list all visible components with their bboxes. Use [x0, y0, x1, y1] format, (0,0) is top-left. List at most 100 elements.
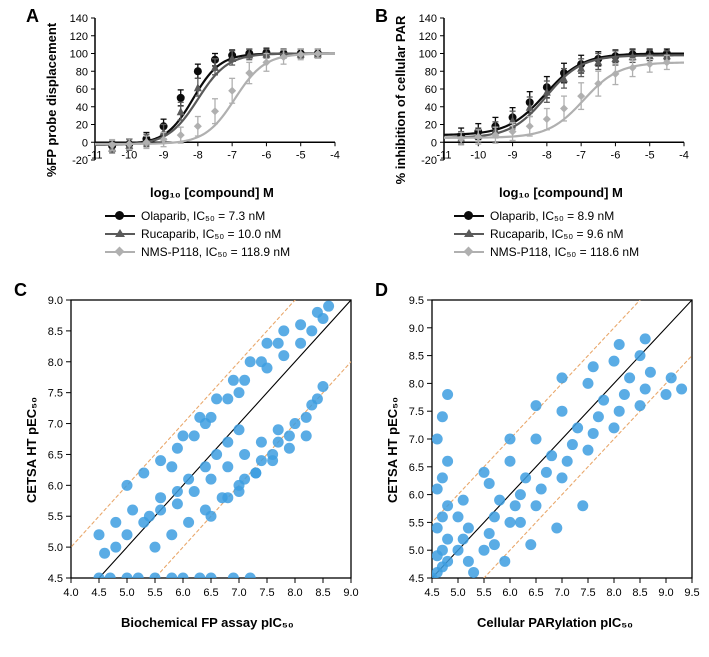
legend-text: Olaparib, IC₅₀ = 8.9 nM	[490, 207, 614, 225]
svg-text:6.5: 6.5	[203, 587, 218, 599]
panel-b-chart: -20 0 20 40 60 80 100 120 140 -11 -10 -9 -8 -7 -6 -5 -4	[389, 10, 694, 190]
svg-text:8.0: 8.0	[287, 587, 302, 599]
svg-text:4.5: 4.5	[91, 587, 106, 599]
legend-marker	[105, 229, 135, 239]
panel-c-chart: 4.04.55.05.56.06.57.07.58.08.59.04.55.05…	[26, 290, 361, 610]
legend-row: Olaparib, IC₅₀ = 8.9 nM	[454, 207, 639, 225]
svg-text:6.5: 6.5	[48, 449, 63, 461]
svg-text:-5: -5	[645, 149, 655, 161]
legend-marker	[105, 211, 135, 221]
legend-text: NMS-P118, IC₅₀ = 118.9 nM	[141, 243, 290, 261]
svg-text:-9: -9	[508, 149, 518, 161]
svg-text:120: 120	[419, 31, 437, 43]
svg-text:8.0: 8.0	[606, 587, 621, 599]
legend-marker	[454, 247, 484, 257]
panel-a-ylabel: %FP probe displacement	[44, 23, 59, 177]
svg-text:4.5: 4.5	[409, 573, 424, 585]
svg-text:7.0: 7.0	[231, 587, 246, 599]
svg-text:8.5: 8.5	[315, 587, 330, 599]
svg-text:7.0: 7.0	[409, 434, 424, 446]
panel-d-chart: 4.5 5.0 5.5 6.0 6.5 7.0 7.5 8.0 8.5 9.0 9.5 4.5 5.0 5…	[387, 290, 702, 610]
svg-text:40: 40	[76, 102, 88, 114]
svg-text:5.5: 5.5	[476, 587, 491, 599]
svg-text:0: 0	[431, 137, 437, 149]
svg-text:9.0: 9.0	[48, 295, 63, 307]
panel-a-chart: -20020406080100120140-11-10-9-8-7-6-5-4	[40, 10, 345, 190]
svg-text:-20: -20	[421, 155, 437, 167]
svg-text:4.5: 4.5	[424, 587, 439, 599]
svg-text:20: 20	[76, 120, 88, 132]
svg-text:20: 20	[425, 120, 437, 132]
legend-text: Rucaparib, IC₅₀ = 9.6 nM	[490, 225, 624, 243]
svg-text:-11: -11	[436, 149, 451, 161]
panel-b-ylabel: % inhibition of cellular PAR	[393, 16, 408, 185]
svg-text:4.5: 4.5	[48, 573, 63, 585]
svg-text:-6: -6	[262, 149, 272, 161]
svg-text:6.0: 6.0	[48, 480, 63, 492]
legend-text: Olaparib, IC₅₀ = 7.3 nM	[141, 207, 265, 225]
svg-text:7.0: 7.0	[554, 587, 569, 599]
svg-text:6.0: 6.0	[502, 587, 517, 599]
panel-a-xlabel: log₁₀ [compound] M	[150, 185, 274, 200]
svg-text:6.0: 6.0	[409, 490, 424, 502]
panel-b: % inhibition of cellular PAR -20 0 20 40 60 8…	[389, 10, 694, 260]
svg-text:100: 100	[70, 49, 88, 61]
svg-text:7.5: 7.5	[580, 587, 595, 599]
svg-text:-7: -7	[227, 149, 237, 161]
legend-row: NMS-P118, IC₅₀ = 118.9 nM	[105, 243, 290, 261]
svg-text:-20: -20	[72, 155, 88, 167]
svg-text:5.0: 5.0	[409, 545, 424, 557]
svg-text:7.0: 7.0	[48, 419, 63, 431]
svg-text:9.0: 9.0	[343, 587, 358, 599]
svg-text:80: 80	[76, 66, 88, 78]
panel-a: %FP probe displacement -2002040608010012…	[40, 10, 345, 260]
svg-text:7.5: 7.5	[409, 406, 424, 418]
legend-row: Rucaparib, IC₅₀ = 9.6 nM	[454, 225, 639, 243]
panel-d: CETSA HT pEC₅₀ 4.5 5.0 5.5 6.0 6.5 7.0 7.5 8.0 8…	[387, 290, 702, 645]
svg-text:80: 80	[425, 66, 437, 78]
figure-container: A %FP probe displacement -20 0 20 40 60 80 100…	[0, 0, 709, 657]
svg-text:9.0: 9.0	[409, 323, 424, 335]
svg-text:-9: -9	[159, 149, 169, 161]
svg-text:8.5: 8.5	[632, 587, 647, 599]
panel-b-label: B	[375, 6, 388, 27]
svg-text:-8: -8	[193, 149, 203, 161]
svg-text:6.5: 6.5	[409, 462, 424, 474]
svg-text:60: 60	[76, 84, 88, 96]
svg-text:5.0: 5.0	[119, 587, 134, 599]
legend-marker	[454, 211, 484, 221]
svg-text:-4: -4	[679, 149, 689, 161]
svg-text:-11: -11	[87, 149, 102, 161]
svg-text:9.5: 9.5	[684, 587, 699, 599]
svg-text:-5: -5	[296, 149, 306, 161]
panel-d-ylabel: CETSA HT pEC₅₀	[385, 397, 400, 503]
svg-text:5.5: 5.5	[147, 587, 162, 599]
svg-text:100: 100	[419, 49, 437, 61]
panel-a-legend: Olaparib, IC₅₀ = 7.3 nMRucaparib, IC₅₀ =…	[105, 207, 290, 261]
svg-text:5.5: 5.5	[409, 517, 424, 529]
svg-text:-10: -10	[121, 149, 137, 161]
svg-text:6.0: 6.0	[175, 587, 190, 599]
svg-text:8.5: 8.5	[409, 351, 424, 363]
svg-text:6.5: 6.5	[528, 587, 543, 599]
svg-text:140: 140	[419, 13, 437, 25]
svg-text:120: 120	[70, 31, 88, 43]
svg-text:-4: -4	[330, 149, 340, 161]
svg-text:60: 60	[425, 84, 437, 96]
panel-b-xlabel: log₁₀ [compound] M	[499, 185, 623, 200]
svg-text:8.0: 8.0	[48, 357, 63, 369]
svg-text:-6: -6	[611, 149, 621, 161]
svg-text:5.0: 5.0	[450, 587, 465, 599]
svg-text:40: 40	[425, 102, 437, 114]
svg-text:9.0: 9.0	[658, 587, 673, 599]
legend-row: NMS-P118, IC₅₀ = 118.6 nM	[454, 243, 639, 261]
legend-row: Olaparib, IC₅₀ = 7.3 nM	[105, 207, 290, 225]
svg-text:-8: -8	[542, 149, 552, 161]
svg-text:5.0: 5.0	[48, 542, 63, 554]
panel-d-xlabel: Cellular PARylation pIC₅₀	[477, 615, 633, 630]
panel-c-xlabel: Biochemical FP assay pIC₅₀	[121, 615, 294, 630]
panel-a-label: A	[26, 6, 39, 27]
svg-text:5.5: 5.5	[48, 511, 63, 523]
svg-text:-10: -10	[470, 149, 486, 161]
svg-text:-7: -7	[576, 149, 586, 161]
